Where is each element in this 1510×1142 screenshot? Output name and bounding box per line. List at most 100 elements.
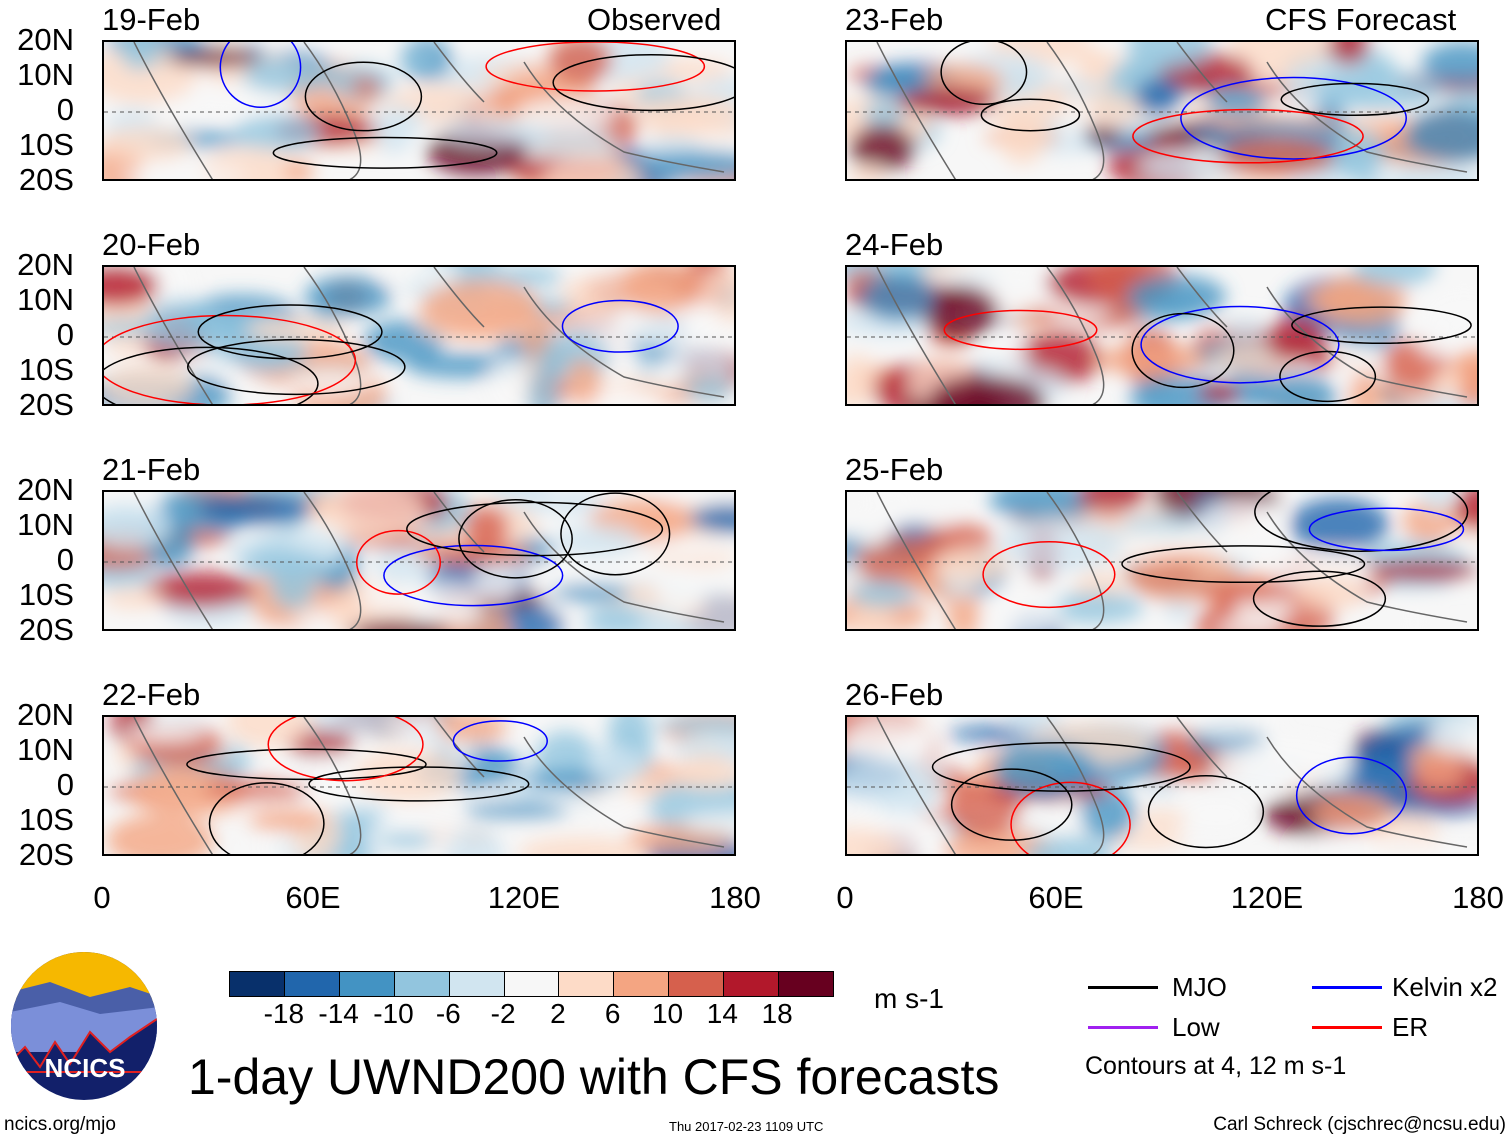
lon-label: 180 xyxy=(709,880,761,915)
wind-anomaly-blob xyxy=(350,620,452,629)
lat-label: 20S xyxy=(18,387,74,422)
coastline xyxy=(133,492,725,629)
wind-anomaly-blob xyxy=(104,319,174,336)
legend-line-kelvin xyxy=(1312,986,1382,989)
wind-anomaly-blob xyxy=(399,49,436,69)
legend-line-er xyxy=(1312,1026,1382,1029)
lat-label: 20N xyxy=(17,247,74,282)
colorbar-tick-label: 10 xyxy=(651,998,684,1029)
svg-text:NCICS: NCICS xyxy=(45,1053,126,1083)
map-panel xyxy=(102,715,736,856)
lon-label: 0 xyxy=(93,880,111,915)
wind-anomaly-blob xyxy=(989,492,1095,521)
colorbar xyxy=(229,971,834,997)
lat-label: 10N xyxy=(17,57,74,92)
anomaly-contour xyxy=(267,717,424,782)
lat-label: 10S xyxy=(18,577,74,612)
colorbar-tick-label: -2 xyxy=(490,998,516,1029)
wind-anomaly-blob xyxy=(1289,497,1390,552)
lat-label: 10N xyxy=(17,507,74,542)
wind-anomaly-blob xyxy=(357,581,485,614)
anomaly-contour xyxy=(561,299,679,353)
colorbar-swatch xyxy=(724,972,780,996)
wind-anomaly-blob xyxy=(1352,267,1437,287)
wind-anomaly-blob xyxy=(127,767,251,817)
lat-label: 20N xyxy=(17,472,74,507)
anomaly-contour xyxy=(1131,312,1235,389)
footer-timestamp: Thu 2017-02-23 1109 UTC xyxy=(669,1119,824,1134)
wind-anomaly-blob xyxy=(283,160,315,179)
wind-anomaly-blob xyxy=(1367,560,1477,581)
wind-anomaly-blob xyxy=(474,560,521,604)
colorbar-swatch xyxy=(230,972,285,996)
wind-anomaly-blob xyxy=(234,114,320,152)
wind-anomaly-blob xyxy=(315,492,427,539)
wind-anomaly-blob xyxy=(441,117,553,145)
anomaly-contour xyxy=(980,98,1081,132)
wind-anomaly-blob xyxy=(1429,370,1465,394)
wind-anomaly-blob xyxy=(586,607,644,629)
wind-anomaly-blob xyxy=(657,492,734,507)
wind-anomaly-blob xyxy=(852,492,926,509)
anomaly-contour xyxy=(1132,108,1364,164)
wind-anomaly-blob xyxy=(899,569,943,589)
colorbar-tick-label: -10 xyxy=(373,998,414,1029)
wind-anomaly-blob xyxy=(104,267,159,307)
anomaly-contour xyxy=(1180,76,1407,160)
anomaly-contour xyxy=(560,492,671,576)
wind-anomaly-blob xyxy=(860,272,936,323)
lat-label: 20N xyxy=(17,697,74,732)
legend-label-er: ER xyxy=(1392,1012,1429,1042)
wind-anomaly-blob xyxy=(203,780,309,801)
anomaly-contour xyxy=(931,741,1191,792)
lon-label: 180 xyxy=(1452,880,1504,915)
wind-anomaly-blob xyxy=(930,548,1011,583)
colorbar-tick-label: 18 xyxy=(761,998,793,1029)
lat-label: 20N xyxy=(17,22,74,57)
colorbar-swatch xyxy=(284,972,340,996)
legend-line-mjo xyxy=(1088,986,1158,989)
wind-anomaly-blob xyxy=(849,579,917,608)
anomaly-contour xyxy=(186,748,427,781)
anomaly-contour xyxy=(104,314,357,404)
map-panel xyxy=(845,40,1479,181)
lon-label: 60E xyxy=(1028,880,1084,915)
lat-label: 10S xyxy=(18,352,74,387)
anomaly-contour xyxy=(1121,545,1366,584)
wind-anomaly-blob xyxy=(922,523,994,554)
wind-anomaly-blob xyxy=(1233,593,1294,625)
wind-anomaly-blob xyxy=(1421,42,1477,86)
coastline xyxy=(133,717,725,854)
wind-anomaly-blob xyxy=(847,374,876,404)
wind-anomaly-blob xyxy=(1398,593,1430,629)
lat-label: 10S xyxy=(18,127,74,162)
wind-anomaly-blob xyxy=(1198,383,1241,403)
wind-anomaly-blob xyxy=(1054,79,1105,97)
lat-label: 0 xyxy=(56,767,74,802)
footer-author: Carl Schreck (cjschrec@ncsu.edu) xyxy=(1213,1114,1506,1135)
wind-anomaly-blob xyxy=(526,370,560,404)
lat-label: 20S xyxy=(18,612,74,647)
wind-anomaly-blob xyxy=(464,801,569,819)
legend-label-low: Low xyxy=(1172,1012,1220,1042)
wind-anomaly-blob xyxy=(630,95,734,130)
anomaly-contour xyxy=(452,720,548,762)
wind-anomaly-blob xyxy=(1197,497,1285,545)
map-panel xyxy=(845,265,1479,406)
lat-label: 10S xyxy=(18,802,74,837)
wind-anomaly-blob xyxy=(144,571,256,609)
anomaly-contour xyxy=(940,42,1028,106)
wind-anomaly-blob xyxy=(143,298,223,349)
lon-label: 0 xyxy=(836,880,854,915)
anomaly-contour xyxy=(982,540,1116,609)
panel-date: 19-Feb xyxy=(102,2,201,37)
colorbar-tick-label: 6 xyxy=(604,998,621,1029)
colorbar-swatch xyxy=(559,972,615,996)
colorbar-tick-label: -14 xyxy=(318,998,359,1029)
wind-anomaly-blob xyxy=(385,717,442,735)
anomaly-contour xyxy=(186,338,406,396)
wind-anomaly-blob xyxy=(1093,344,1210,376)
panel-date: 20-Feb xyxy=(102,227,201,262)
map-panel xyxy=(845,490,1479,631)
colorbar-tick-label: -18 xyxy=(263,998,305,1029)
